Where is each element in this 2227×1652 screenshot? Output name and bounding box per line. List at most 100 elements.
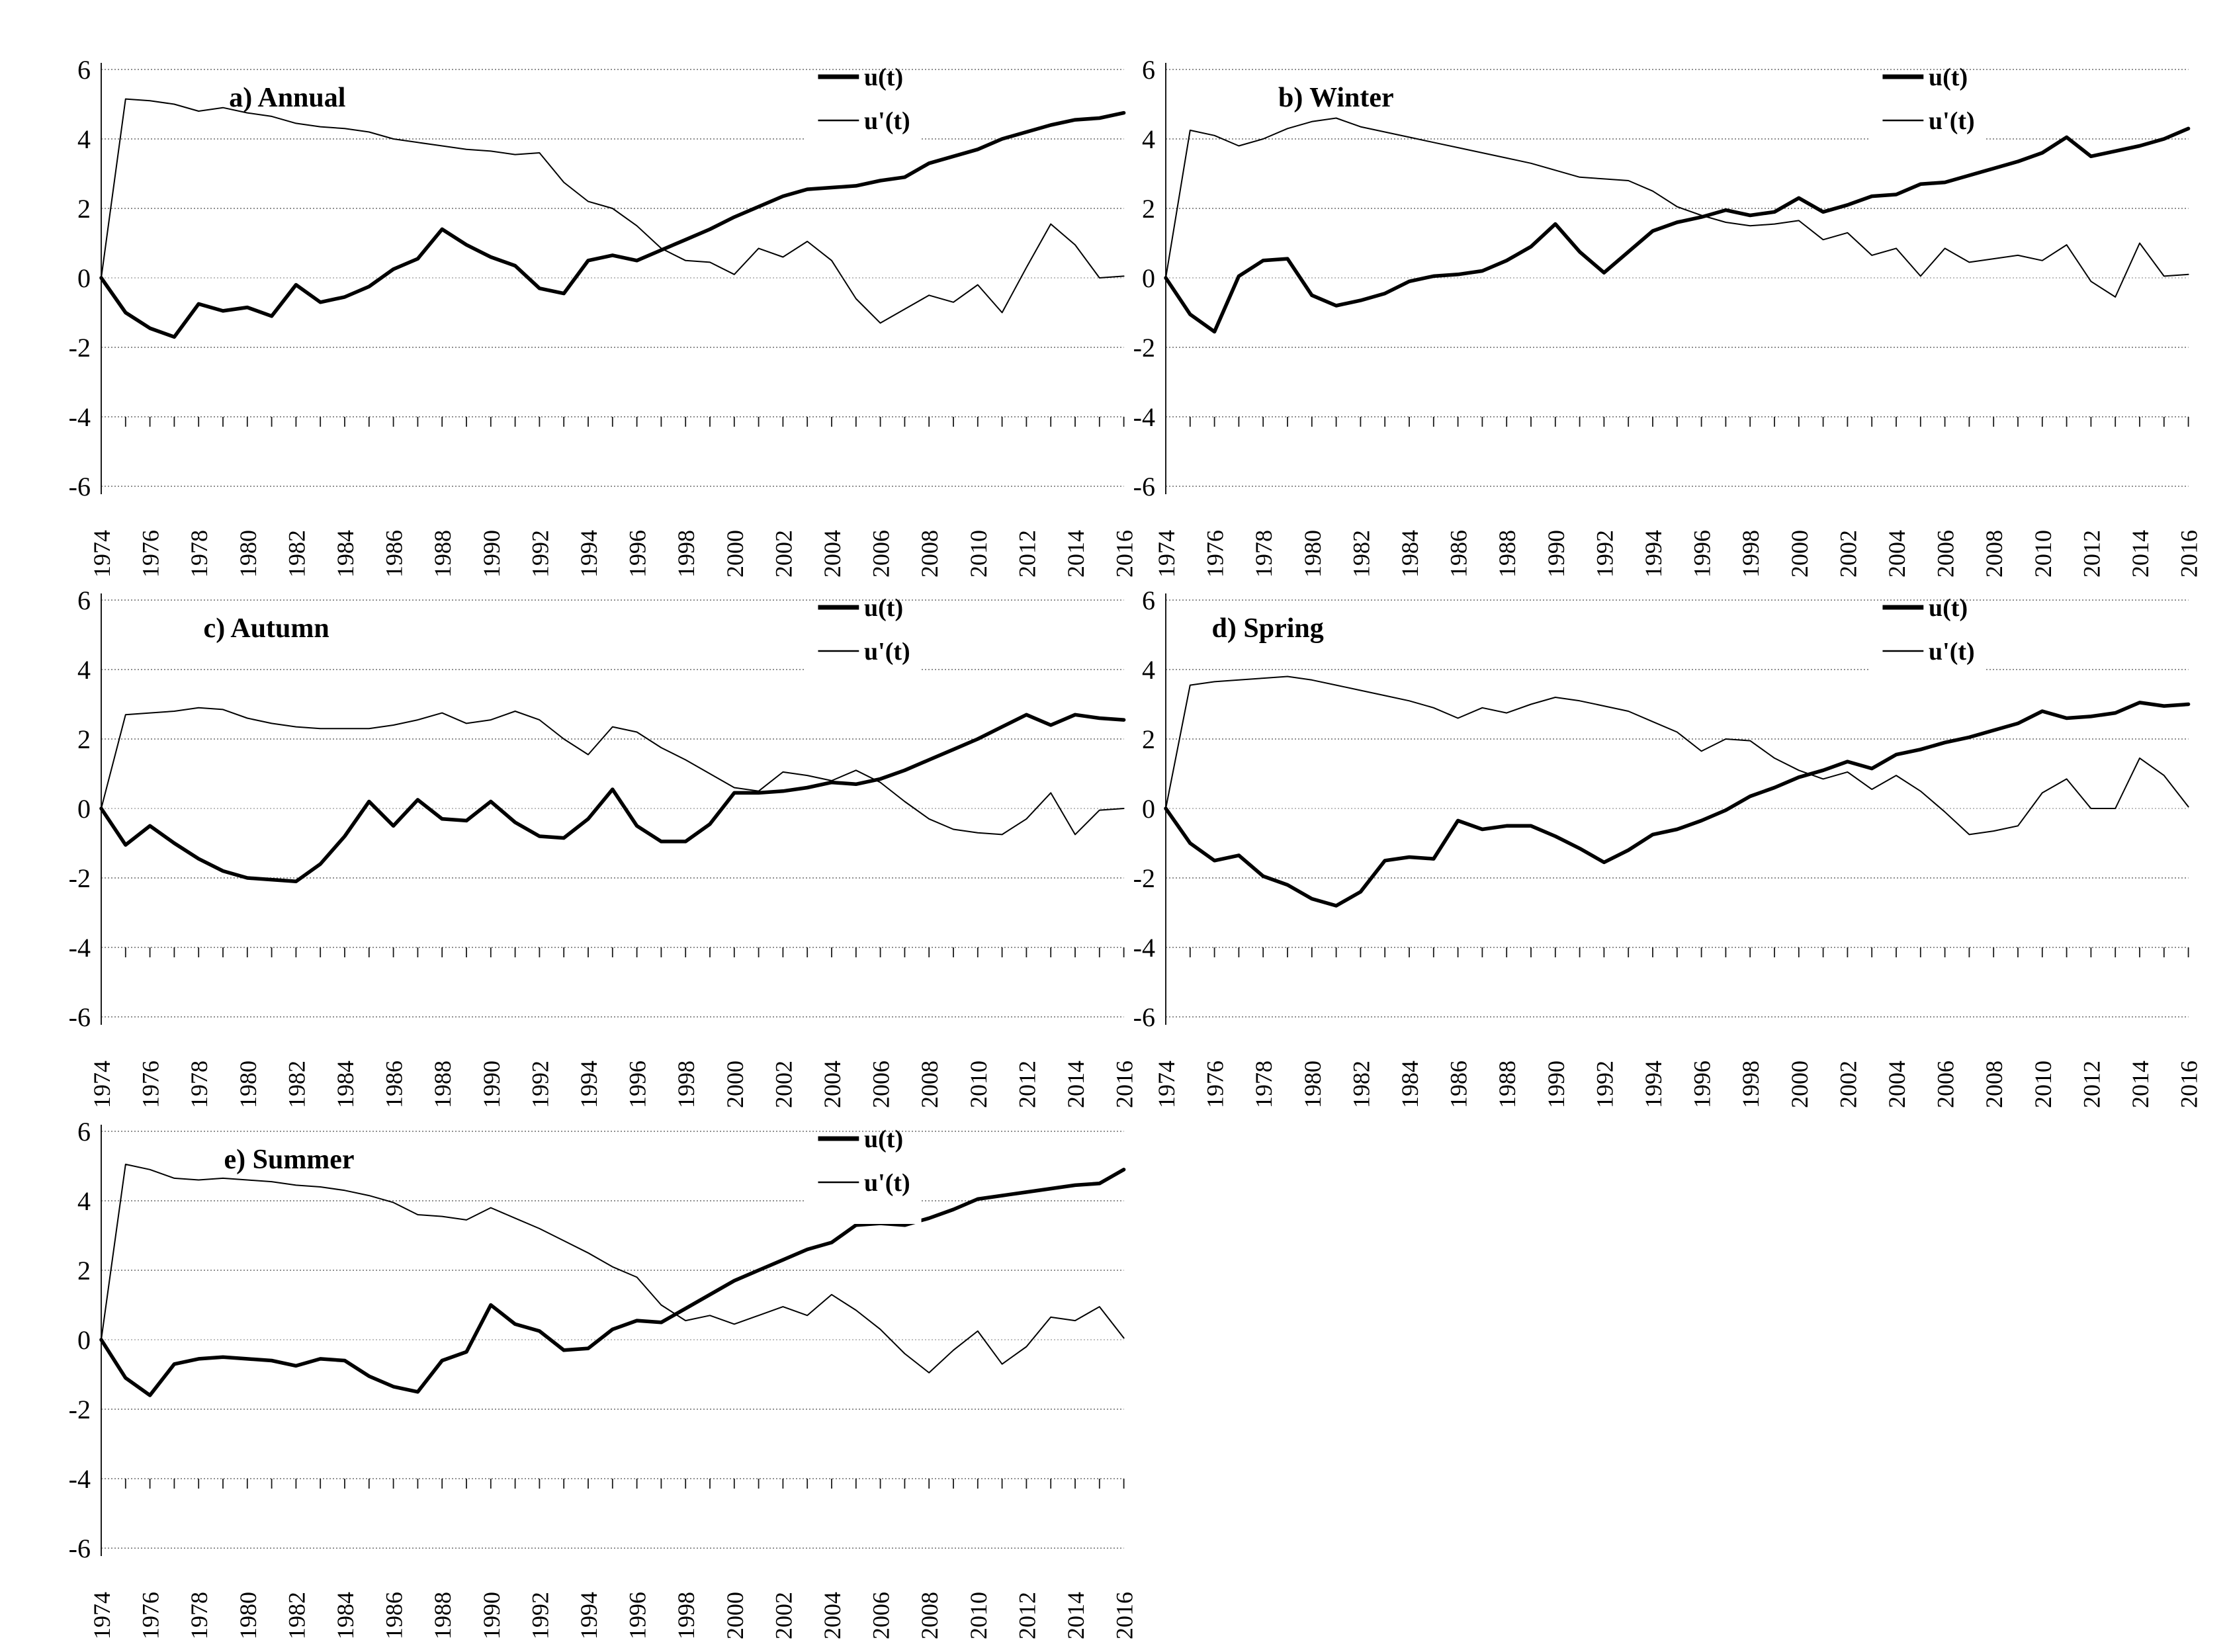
x-axis-label: 1988 <box>429 1061 456 1108</box>
x-axis-label: 1988 <box>429 530 456 578</box>
y-axis-label: -4 <box>69 1464 91 1494</box>
panel-b: 6 4 2 0 -2 -4 -6 1974 1976 1978 1980 1982 1984 1986 19… <box>1133 55 2203 578</box>
x-axis-label: 2012 <box>1014 530 1040 578</box>
x-axis-label: 1990 <box>478 1592 505 1639</box>
x-axis-label: 1988 <box>429 1592 456 1639</box>
y-axis-label: -2 <box>1133 333 1155 363</box>
x-axis-label: 1994 <box>1640 1061 1667 1108</box>
x-axis-label: 1988 <box>1494 530 1520 578</box>
y-axis-label: -4 <box>69 402 91 432</box>
x-axis-label: 2000 <box>722 1592 748 1639</box>
y-axis-label: 6 <box>77 1117 91 1147</box>
legend-label-ut: u(t) <box>864 1125 903 1153</box>
x-axis-label: 2014 <box>2127 1061 2154 1108</box>
x-axis-label: 1976 <box>138 530 164 578</box>
y-axis-label: 4 <box>1142 655 1155 685</box>
y-axis-label: 0 <box>1142 794 1155 824</box>
y-axis-label: -4 <box>1133 933 1155 963</box>
x-axis-label: 2010 <box>2030 530 2056 578</box>
y-axis-label: 4 <box>1142 124 1155 154</box>
x-axis-label: 1982 <box>283 1061 310 1108</box>
legend-background <box>1869 70 1986 162</box>
x-axis-label: 1998 <box>1737 530 1764 578</box>
x-axis-label: 1980 <box>235 530 261 578</box>
x-axis-label: 1996 <box>625 1061 651 1108</box>
x-axis-label: 2004 <box>1884 530 1910 578</box>
x-axis-label: 2008 <box>1981 1061 2007 1108</box>
x-axis-label: 1978 <box>1250 1061 1277 1108</box>
x-axis-label: 1994 <box>576 1061 602 1108</box>
x-axis-label: 1974 <box>89 1061 115 1108</box>
x-axis-label: 2014 <box>1063 1061 1089 1108</box>
x-axis-label: 1994 <box>576 1592 602 1639</box>
series-line-ut <box>99 713 1126 884</box>
x-axis-label: 2008 <box>916 1061 943 1108</box>
y-axis-label: 2 <box>77 1256 91 1285</box>
series-line-ut <box>1164 126 2191 334</box>
legend-label-ut: u(t) <box>1929 594 1968 622</box>
x-axis-label: 1974 <box>1153 530 1180 578</box>
x-axis-label: 1996 <box>1689 530 1716 578</box>
x-axis-label: 2012 <box>2078 530 2105 578</box>
y-axis-label: 2 <box>1142 194 1155 224</box>
x-axis-label: 1992 <box>1591 1061 1618 1108</box>
x-axis-label: 1996 <box>625 1592 651 1639</box>
legend-label-ut: u(t) <box>1929 64 1968 91</box>
x-axis-label: 1990 <box>1543 1061 1569 1108</box>
x-axis-label: 1986 <box>381 1061 408 1108</box>
x-axis-label: 2000 <box>1786 1061 1813 1108</box>
x-axis-label: 2016 <box>1112 530 1138 578</box>
x-axis-label: 1976 <box>1202 530 1229 578</box>
x-axis-label: 1992 <box>1591 530 1618 578</box>
series-line-u-prime-t <box>1165 117 2189 298</box>
x-axis-label: 1980 <box>1299 530 1326 578</box>
x-axis-label: 1982 <box>1348 1061 1374 1108</box>
x-axis-label: 2004 <box>819 1592 846 1639</box>
x-axis-label: 2012 <box>1014 1061 1040 1108</box>
y-axis-label: -4 <box>1133 402 1155 432</box>
series-line-u-prime-t <box>101 1163 1125 1373</box>
series-line-u-prime-t <box>101 707 1125 836</box>
y-axis-label: -6 <box>69 472 91 501</box>
y-axis-label: 4 <box>77 124 91 154</box>
x-axis-label: 1978 <box>186 1592 212 1639</box>
x-axis-label: 1998 <box>673 530 699 578</box>
panel-title: e) Summer <box>224 1145 354 1175</box>
series-line-ut <box>1164 701 2191 908</box>
x-axis-label: 1984 <box>332 530 359 578</box>
x-axis-label: 2016 <box>1112 1592 1138 1639</box>
x-axis-label: 1984 <box>332 1061 359 1108</box>
x-axis-label: 1996 <box>625 530 651 578</box>
y-axis-label: 0 <box>77 1325 91 1355</box>
y-axis-label: -2 <box>1133 863 1155 893</box>
x-axis-label: 2002 <box>770 1061 797 1108</box>
x-axis-label: 1998 <box>1737 1061 1764 1108</box>
x-axis-label: 2008 <box>1981 530 2007 578</box>
y-axis-label: 4 <box>77 1186 91 1216</box>
x-axis-label: 2012 <box>1014 1592 1040 1639</box>
legend-background <box>805 601 922 693</box>
x-axis-label: 1974 <box>89 530 115 578</box>
x-axis-label: 2016 <box>1112 1061 1138 1108</box>
y-axis-label: -2 <box>69 333 91 363</box>
x-axis-label: 1984 <box>1397 1061 1423 1108</box>
panel-title: a) Annual <box>229 83 345 113</box>
x-axis-label: 1994 <box>576 530 602 578</box>
x-axis-label: 2008 <box>916 530 943 578</box>
panel-title: d) Spring <box>1212 613 1324 644</box>
x-axis-label: 2012 <box>2078 1061 2105 1108</box>
x-axis-label: 2006 <box>868 1592 895 1639</box>
panel-e: 6 4 2 0 -2 -4 -6 1974 1976 1978 1980 1982 1984 1986 19… <box>69 1117 1138 1639</box>
x-axis-label: 2002 <box>1835 530 1861 578</box>
panel-title: c) Autumn <box>204 613 329 644</box>
x-axis-label: 2000 <box>1786 530 1813 578</box>
y-axis-label: 6 <box>77 586 91 615</box>
x-axis-label: 1998 <box>673 1061 699 1108</box>
series-line-ut <box>99 1168 1126 1397</box>
legend-label-u-prime-t: u'(t) <box>1929 638 1975 666</box>
x-axis-label: 1976 <box>138 1592 164 1639</box>
y-axis-label: 0 <box>77 794 91 824</box>
x-axis-label: 2016 <box>2176 1061 2203 1108</box>
